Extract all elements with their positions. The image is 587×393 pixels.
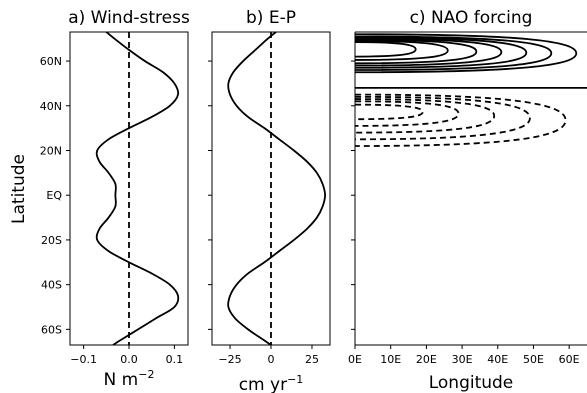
panel-c-xtick-label: 30E [452, 353, 473, 366]
panel-b-xtick-label: 0 [268, 353, 275, 366]
panel-c-xlabel: Longitude [429, 373, 514, 393]
latitude-tick-label: 40S [41, 279, 62, 292]
panel-a-xlabel-exponent: −2 [138, 368, 154, 381]
latitude-tick-label: 40N [40, 100, 62, 113]
panel-b-xlabel-unit: cm yr [239, 375, 287, 393]
panel-c-xtick-label: 10E [380, 353, 401, 366]
latitude-tick-label: 60S [41, 323, 62, 336]
positive-contour [355, 33, 578, 74]
panel-a-xlabel: N m−2 [104, 368, 155, 390]
negative-contour [355, 98, 496, 134]
panel-a-profile-line [95, 32, 180, 345]
panel-c-nao-forcing: c) NAO forcing 0E 10E 20E 30E 40E 50E 60E Long… [348, 8, 587, 393]
latitude-axis-label: Latitude [9, 154, 29, 224]
negative-contour [355, 95, 531, 141]
panel-b-xtick-label: −25 [218, 353, 241, 366]
panel-c-xtick-label: 20E [416, 353, 437, 366]
panel-c-title: c) NAO forcing [410, 8, 533, 28]
latitude-tick-label: 20S [41, 234, 62, 247]
positive-contour [355, 35, 553, 71]
panel-a-xtick-label: −0.1 [70, 353, 97, 366]
panel-a-xtick-label: 0.0 [120, 353, 138, 366]
positive-contour [355, 41, 417, 58]
panel-c-xtick-label: 60E [559, 353, 580, 366]
panel-a-xlabel-unit: N m [104, 370, 139, 390]
negative-contour [355, 103, 424, 121]
panel-b-xtick-label: 25 [305, 353, 319, 366]
panel-b-profile-line [227, 32, 326, 345]
latitude-tick-label: EQ [46, 189, 62, 202]
positive-contour [355, 40, 449, 61]
panel-b-xlabel-exponent: −1 [287, 373, 303, 386]
panel-c-xtick-label: 0E [348, 353, 362, 366]
latitude-tick-label: 60N [40, 55, 62, 68]
latitude-tick-label: 20N [40, 144, 62, 157]
positive-contour [355, 37, 503, 67]
panel-c-xtick-label: 40E [487, 353, 508, 366]
panel-b-e-minus-p: b) E-P −25 0 25 cm yr−1 [208, 8, 331, 393]
panel-b-xlabel: cm yr−1 [239, 373, 304, 393]
panel-a-xtick-label: 0.1 [166, 353, 184, 366]
panel-a-title: a) Wind-stress [68, 8, 190, 28]
panel-c-xtick-label: 50E [523, 353, 544, 366]
panel-a-wind-stress: a) Wind-stress 60N 40N 20N EQ 20S 40S 60S −0.1… [40, 8, 190, 390]
positive-contour [355, 36, 528, 69]
panel-b-title: b) E-P [246, 8, 296, 28]
positive-contour [355, 38, 478, 65]
negative-contour [355, 93, 567, 147]
